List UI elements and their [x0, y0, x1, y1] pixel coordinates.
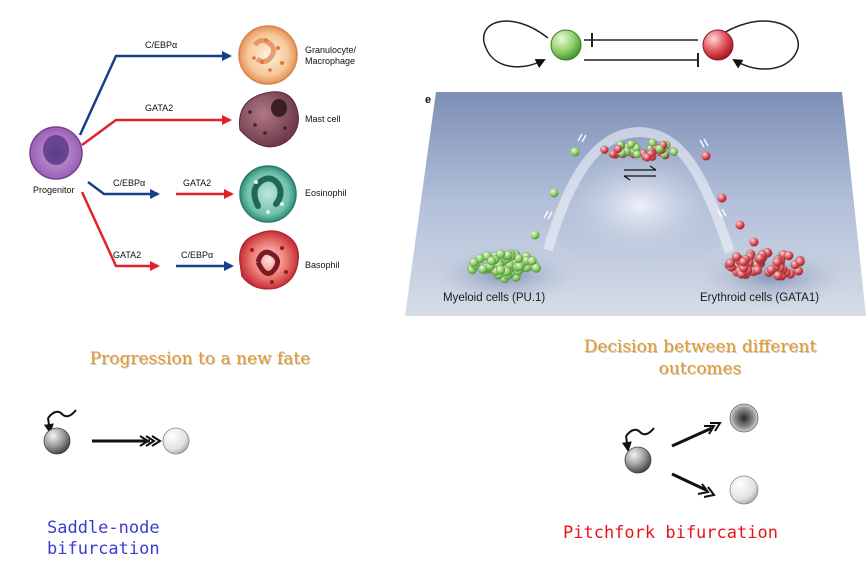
- pitchfork-light-cell: [729, 475, 759, 505]
- lineage-diagram: [29, 25, 299, 290]
- eosinophil-label: Eosinophil: [305, 188, 347, 198]
- factor-label-cebpa-top: C/EBPα: [145, 40, 178, 50]
- decision-caption-line1: Decision between different: [583, 337, 817, 357]
- factor-label-gata2-eos: GATA2: [183, 178, 212, 188]
- progenitor-label: Progenitor: [33, 185, 75, 195]
- saddle-node-caption-line1: Saddle-node: [47, 518, 160, 538]
- pitchfork-start-cell: [624, 446, 652, 474]
- arrow-eosinophil-first: [87, 181, 160, 199]
- mast-cell: [238, 91, 299, 148]
- saddle-node-schematic: [43, 409, 190, 455]
- granulocyte-cell: [238, 25, 298, 85]
- epigenetic-landscape: [405, 92, 866, 316]
- green-node: [550, 29, 582, 61]
- progenitor-cell: [29, 126, 83, 180]
- mast-cell-label: Mast cell: [305, 114, 341, 124]
- exchange-arrows: [623, 165, 657, 181]
- pitchfork-schematic: [621, 403, 759, 505]
- eosinophil-cell: [239, 165, 297, 223]
- factor-label-gata2-baso: GATA2: [113, 250, 142, 260]
- factor-label-gata2-mast: GATA2: [145, 103, 174, 113]
- arrow-to-granulocyte: [78, 51, 232, 136]
- saddle-start-cell: [43, 427, 71, 455]
- granulocyte-label: Granulocyte/ Macrophage: [305, 45, 357, 66]
- green-self-activation-loop: [483, 20, 549, 69]
- erythroid-cell-cluster: [724, 247, 805, 281]
- arrow-to-mast-cell: [81, 115, 232, 147]
- saddle-end-cell: [162, 427, 190, 455]
- progression-caption: Progression to a new fate: [89, 349, 311, 369]
- top-cell-cluster: [600, 138, 678, 162]
- myeloid-cell-cluster: [467, 249, 541, 284]
- arrow-basophil-first: [80, 191, 160, 271]
- pitchfork-dark-cell: [729, 403, 759, 433]
- red-node: [702, 29, 734, 61]
- basophil-label: Basophil: [305, 260, 340, 270]
- red-self-activation-loop: [715, 20, 799, 70]
- erythroid-basin-label: Erythroid cells (GATA1): [700, 292, 820, 304]
- myeloid-basin-label: Myeloid cells (PU.1): [443, 292, 546, 304]
- panel-letter: e: [425, 94, 432, 106]
- factor-label-cebpa-eos: C/EBPα: [113, 178, 146, 188]
- decision-caption-line2: outcomes: [658, 359, 742, 379]
- toggle-switch-diagram: [483, 20, 799, 70]
- basophil-cell: [239, 230, 299, 290]
- factor-label-cebpa-baso: C/EBPα: [181, 250, 214, 260]
- saddle-node-caption-line2: bifurcation: [47, 539, 160, 559]
- pitchfork-caption: Pitchfork bifurcation: [563, 523, 778, 543]
